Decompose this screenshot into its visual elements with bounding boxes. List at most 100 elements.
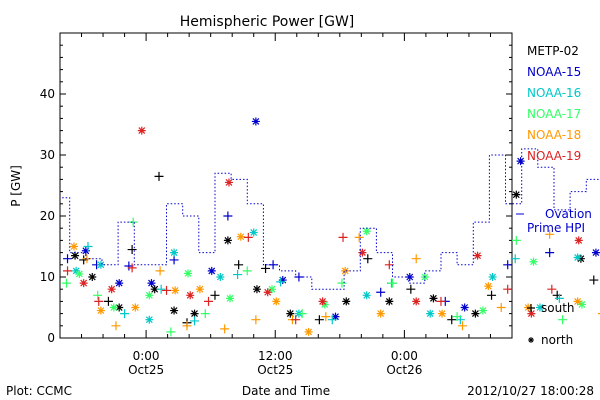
data-point xyxy=(545,229,555,239)
data-point xyxy=(503,260,513,270)
data-point xyxy=(512,190,521,199)
data-point xyxy=(591,248,600,257)
chart-title: Hemispheric Power [GW] xyxy=(180,14,355,30)
data-point xyxy=(145,315,154,324)
legend-marker-label: south xyxy=(541,301,575,315)
data-point xyxy=(320,300,329,309)
data-point xyxy=(96,260,105,269)
data-point xyxy=(170,248,179,257)
legend-entry: NOAA-18 xyxy=(527,128,581,142)
data-point xyxy=(103,296,113,306)
data-point xyxy=(291,315,301,325)
x-tick-date-label: Oct26 xyxy=(386,363,422,377)
data-point xyxy=(547,284,557,294)
data-point xyxy=(233,270,243,280)
data-point xyxy=(338,232,348,242)
data-point xyxy=(182,321,192,331)
data-point xyxy=(81,246,90,255)
data-point xyxy=(510,254,520,264)
data-point xyxy=(545,248,555,258)
data-point xyxy=(384,260,394,270)
plot-frame xyxy=(59,32,513,339)
legend: METP-02 NOAA-15 NOAA-16 NOAA-17 NOAA-18 NOAA-… xyxy=(516,44,592,347)
data-point xyxy=(115,303,124,312)
data-point xyxy=(412,297,421,306)
data-point xyxy=(268,285,277,294)
data-point xyxy=(436,296,446,306)
data-point xyxy=(137,126,146,135)
data-point xyxy=(452,312,462,322)
data-point xyxy=(261,263,271,273)
data-point xyxy=(251,315,261,325)
data-point xyxy=(171,286,180,295)
data-point xyxy=(496,303,506,312)
data-point xyxy=(220,324,230,334)
data-point xyxy=(93,290,103,300)
data-point xyxy=(426,309,435,318)
y-axis-label: P [GW] xyxy=(9,165,23,207)
data-point xyxy=(63,254,73,264)
data-point xyxy=(127,245,137,255)
legend-entry: NOAA-16 xyxy=(527,86,581,100)
data-point xyxy=(170,306,179,315)
data-point xyxy=(573,253,582,262)
data-point xyxy=(429,294,438,303)
data-point xyxy=(354,232,364,242)
legend-marker-label: north xyxy=(541,333,573,347)
y-tick-label: 10 xyxy=(40,270,55,284)
data-point xyxy=(385,297,394,306)
x-tick-label: 0:00 xyxy=(391,349,418,363)
footer-left: Plot: CCMC xyxy=(6,384,72,398)
data-point xyxy=(190,309,199,318)
data-point xyxy=(577,300,586,309)
data-point xyxy=(223,236,232,245)
data-point xyxy=(186,291,195,300)
data-point xyxy=(88,273,97,281)
data-marks xyxy=(61,117,600,337)
legend-entry: NOAA-17 xyxy=(527,107,581,121)
data-point xyxy=(438,309,447,318)
data-point xyxy=(574,236,583,245)
data-point xyxy=(216,273,225,281)
data-point xyxy=(109,303,118,312)
data-point xyxy=(162,285,172,295)
data-point xyxy=(286,309,295,318)
data-point xyxy=(511,235,521,245)
data-point xyxy=(128,217,138,227)
legend-ovation-label: Ovation xyxy=(545,207,592,221)
data-point xyxy=(147,279,156,288)
data-point xyxy=(96,306,105,315)
x-tick-label: 0:00 xyxy=(133,349,160,363)
data-point xyxy=(252,285,261,294)
data-point xyxy=(155,266,165,276)
data-point xyxy=(150,285,159,294)
data-point xyxy=(573,297,582,306)
data-point xyxy=(127,263,137,273)
y-tick-label: 40 xyxy=(40,87,55,101)
data-point xyxy=(154,171,164,181)
data-point xyxy=(131,303,140,312)
data-point xyxy=(597,313,600,315)
data-point xyxy=(263,288,272,297)
legend-plus-marker xyxy=(527,304,535,312)
data-point xyxy=(184,269,193,278)
data-point xyxy=(207,266,216,275)
data-point xyxy=(243,232,253,242)
data-point xyxy=(234,260,244,270)
data-point xyxy=(358,248,367,257)
x-tick-date-label: Oct25 xyxy=(257,363,293,377)
data-point xyxy=(242,266,252,276)
data-point xyxy=(376,287,386,297)
legend-ovation-label: Prime HPI xyxy=(527,221,585,235)
data-point xyxy=(471,309,480,318)
data-point xyxy=(83,242,93,251)
data-point xyxy=(318,297,327,306)
x-axis-label: Date and Time xyxy=(242,384,330,398)
data-point xyxy=(61,278,71,288)
data-point xyxy=(503,284,513,294)
data-point xyxy=(473,251,482,260)
footer-right: 2012/10/27 18:00:28 xyxy=(467,384,594,398)
data-point xyxy=(169,255,179,265)
ovation-hpi-line xyxy=(62,148,600,290)
